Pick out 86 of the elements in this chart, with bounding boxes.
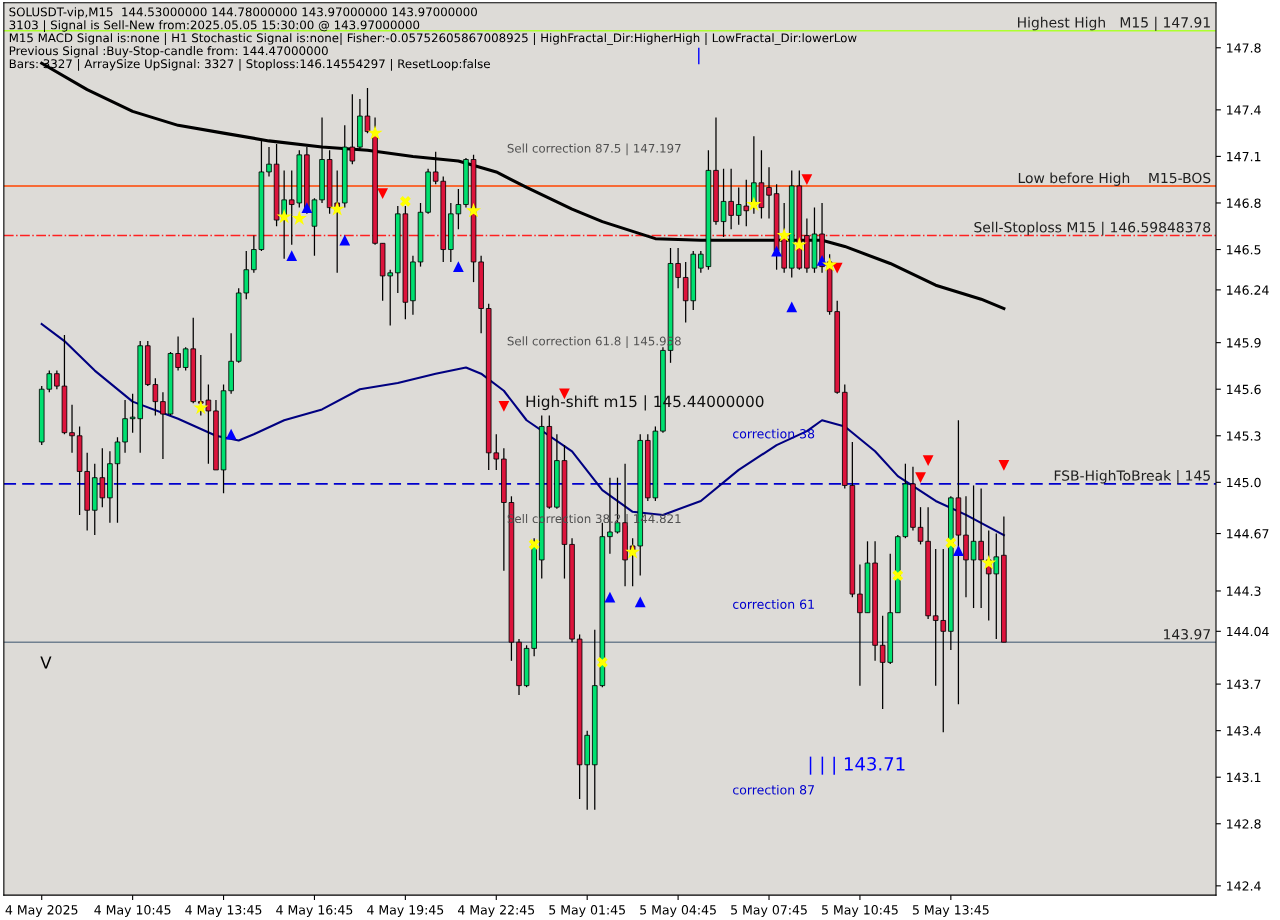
annotation: Sell correction 87.5 | 147.197 xyxy=(507,143,681,156)
y-tick-label: 143.7 xyxy=(1227,679,1261,690)
annotation: M15 MACD Signal is:none | H1 Stochastic Signal is:none| Fisher:-0.05752605867008925 | HighFractal_Dir:HigherHigh | LowFractal_Dir:lowerLow xyxy=(9,33,857,45)
point xyxy=(399,196,411,207)
annotation: correction 87 xyxy=(733,784,814,795)
y-tick-label: 144.67 xyxy=(1227,529,1269,539)
point xyxy=(596,656,608,668)
point xyxy=(791,236,807,252)
line-series xyxy=(40,322,1005,537)
ref-line-label: 143.97 xyxy=(1164,628,1210,640)
x-tick-label: 4 May 13:45 xyxy=(185,905,262,917)
y-tick-label: 144.04 xyxy=(1227,626,1269,637)
point xyxy=(953,545,964,556)
point xyxy=(922,455,934,466)
x-tick-label: 4 May 2025 xyxy=(5,905,78,917)
x-tick-label: 4 May 16:45 xyxy=(276,905,353,917)
candlestick xyxy=(266,146,272,178)
annotation: | | | 143.71 xyxy=(809,756,905,775)
ref-line-label: Low before High M15-BOS xyxy=(1018,172,1211,186)
point xyxy=(377,188,389,200)
y-tick-label: 147.1 xyxy=(1227,152,1261,162)
y-tick-label: 145.6 xyxy=(1227,384,1261,395)
y-tick-label: 143.4 xyxy=(1227,726,1261,736)
point xyxy=(822,257,838,272)
annotation: Previous Signal :Buy-Stop-candle from: 144.47000000 xyxy=(9,46,328,58)
annotation: V xyxy=(40,656,52,669)
y-tick-label: 142.4 xyxy=(1227,881,1261,891)
point xyxy=(301,202,313,213)
annotation: correction 61 xyxy=(733,599,814,609)
candlestick xyxy=(857,563,863,687)
point xyxy=(498,400,510,412)
annotation: Bars: 3327 | ArraySize UpSignal: 3327 | Stoploss:146.14554297 | ResetLoop:false xyxy=(9,58,490,71)
point xyxy=(625,544,641,559)
candlestick xyxy=(69,404,75,454)
point xyxy=(945,537,957,549)
y-tick-label: 146.8 xyxy=(1227,198,1261,208)
point xyxy=(286,250,298,262)
point xyxy=(276,209,292,224)
point xyxy=(816,255,828,266)
point xyxy=(339,234,351,246)
point xyxy=(329,201,345,216)
x-tick-label: 5 May 10:45 xyxy=(822,905,898,917)
x-tick-label: 4 May 19:45 xyxy=(367,905,444,917)
candlestick xyxy=(160,391,166,460)
point xyxy=(604,591,616,603)
x-tick-label: 4 May 10:45 xyxy=(94,905,171,917)
y-tick-label: 147.8 xyxy=(1227,43,1261,53)
x-tick-label: 5 May 01:45 xyxy=(549,905,625,917)
point xyxy=(453,261,464,272)
y-tick-label: 145.0 xyxy=(1227,477,1261,488)
point xyxy=(634,596,646,608)
y-tick-label: 142.8 xyxy=(1227,819,1261,829)
point xyxy=(367,125,383,140)
annotation: | xyxy=(698,47,700,65)
point xyxy=(193,399,209,415)
chart-title: SOLUSDT-vip,M15 144.53000000 144.78000000 143.97000000 143.97000000 xyxy=(9,7,477,19)
y-tick-label: 146.24 xyxy=(1227,285,1269,295)
y-tick-label: 143.1 xyxy=(1227,772,1261,783)
y-tick-label: 147.4 xyxy=(1227,105,1261,115)
annotation: 3103 | Signal is Sell-New from:2025.05.05 15:30:00 @ 143.97000000 xyxy=(9,20,420,32)
annotation: correction 38 xyxy=(733,428,815,439)
point xyxy=(528,539,540,550)
point xyxy=(915,472,926,484)
point xyxy=(981,555,997,570)
ref-line-label: Sell-Stoploss M15 | 146.59848378 xyxy=(974,221,1211,236)
point xyxy=(746,196,762,211)
point xyxy=(801,174,813,186)
x-tick-label: 5 May 07:45 xyxy=(731,905,807,917)
point xyxy=(786,301,798,313)
x-tick-label: 5 May 04:45 xyxy=(640,905,716,917)
y-tick-label: 146.5 xyxy=(1227,245,1261,255)
y-tick-label: 144.3 xyxy=(1227,586,1261,596)
candlestick xyxy=(766,166,772,220)
point xyxy=(892,570,904,581)
ref-line-label: Highest High M15 | 147.91 xyxy=(1018,16,1210,31)
x-tick-label: 4 May 22:45 xyxy=(458,905,535,917)
candlestick xyxy=(122,399,128,454)
point xyxy=(998,459,1010,471)
point xyxy=(776,227,792,242)
y-tick-label: 145.3 xyxy=(1227,431,1261,441)
y-tick-label: 145.9 xyxy=(1227,338,1261,348)
point xyxy=(291,210,307,225)
point xyxy=(466,202,482,218)
x-tick-label: 5 May 13:45 xyxy=(912,905,989,917)
point xyxy=(225,428,237,440)
ref-line-label: FSB-HighToBreak | 145 xyxy=(1054,469,1210,484)
